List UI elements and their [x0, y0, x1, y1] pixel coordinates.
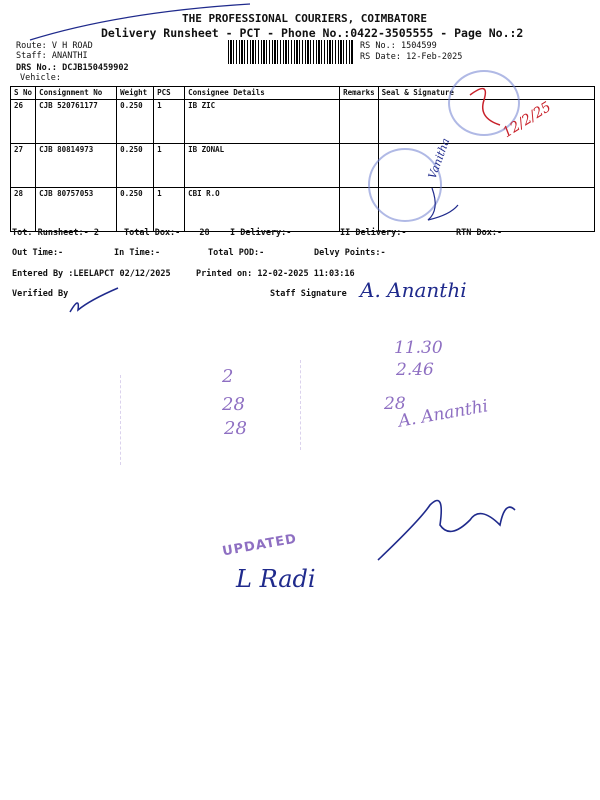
verified-by-label: Verified By — [12, 289, 69, 299]
runsheet-subtitle: Delivery Runsheet - PCT - Phone No.:0422… — [101, 26, 524, 40]
cell-pcs: 1 — [153, 143, 186, 188]
rs-date-line: RS Date: 12-Feb-2025 — [360, 52, 462, 62]
cell-weight: 0.250 — [116, 99, 155, 144]
seal-signature-stroke — [427, 187, 459, 221]
entered-by: Entered By :LEELAPCT 02/12/2025 — [12, 269, 171, 279]
handwritten-num-4: 28 — [384, 394, 406, 414]
seal-stamp — [448, 70, 520, 136]
handwritten-num-3: 28 — [224, 418, 247, 439]
route-line: Route: V H ROAD — [16, 41, 93, 51]
total-dox: Total Dox:- 28 — [124, 228, 210, 238]
delvy-points: Delvy Points:- — [314, 248, 386, 258]
rs-date-label: RS Date: — [360, 52, 401, 62]
handwritten-num-1: 2 — [222, 366, 234, 387]
staff-signature-handwritten: A. Ananthi — [360, 278, 467, 302]
vehicle-label: Vehicle: — [20, 73, 61, 83]
i-delivery: I Delivery:- — [230, 228, 292, 238]
rs-no-line: RS No.: 1504599 — [360, 41, 437, 51]
in-time: In Time:- — [114, 248, 161, 258]
rtn-dox: RTN Dox:- — [456, 228, 503, 238]
rs-no-label: RS No.: — [360, 41, 396, 51]
cell-consignment: CJB 80757053 — [35, 187, 118, 232]
total-pod: Total POD:- — [208, 248, 265, 258]
round-seal-stamp — [368, 148, 442, 222]
cell-consignee: IB ZONAL — [184, 143, 341, 188]
rs-no-value: 1504599 — [400, 41, 437, 51]
cell-consignment: CJB 80814973 — [35, 143, 118, 188]
large-signature-stroke — [377, 499, 516, 561]
ii-delivery: II Delivery:- — [340, 228, 407, 238]
total-dox-value: 28 — [199, 228, 210, 238]
company-name: THE PROFESSIONAL COURIERS, COIMBATORE — [182, 12, 428, 25]
route-label: Route: — [16, 41, 47, 51]
tot-runsheet: Tot. Runsheet:- 2 — [12, 228, 99, 238]
top-pen-stroke — [29, 3, 251, 41]
handwritten-num-2: 28 — [222, 394, 245, 415]
drs-value: DCJB150459902 — [62, 63, 129, 73]
staff-signature-label: Staff Signature — [270, 289, 347, 299]
faded-stamp-left — [120, 375, 221, 465]
total-dox-label: Total Dox:- — [124, 228, 181, 238]
red-mark-stroke — [469, 87, 501, 126]
rs-date-value: 12-Feb-2025 — [406, 52, 463, 62]
drs-label: DRS No.: — [16, 63, 57, 73]
staff-line: Staff: ANANTHI — [16, 51, 88, 61]
cell-weight: 0.250 — [116, 143, 155, 188]
cell-sno: 26 — [9, 99, 37, 144]
faded-stamp-right — [300, 360, 411, 450]
staff-value: ANANTHI — [51, 51, 88, 61]
cell-consignee: CBI R.O — [184, 187, 341, 232]
cell-remarks — [339, 99, 379, 144]
handwritten-time-1: 11.30 — [394, 338, 443, 358]
updated-signature: L Radi — [236, 565, 316, 593]
verified-signature-stroke — [69, 287, 119, 313]
cell-consignee: IB ZIC — [184, 99, 341, 144]
staff-label: Staff: — [16, 51, 47, 61]
printed-on: Printed on: 12-02-2025 11:03:16 — [196, 269, 355, 279]
cell-sno: 28 — [9, 187, 37, 232]
out-time: Out Time:- — [12, 248, 64, 258]
cell-sno: 27 — [9, 143, 37, 188]
handwritten-time-2: 2.46 — [396, 360, 434, 380]
barcode — [228, 40, 354, 64]
cell-weight: 0.250 — [116, 187, 155, 232]
route-value: V H ROAD — [51, 41, 93, 51]
drs-line: DRS No.: DCJB150459902 — [16, 63, 129, 73]
